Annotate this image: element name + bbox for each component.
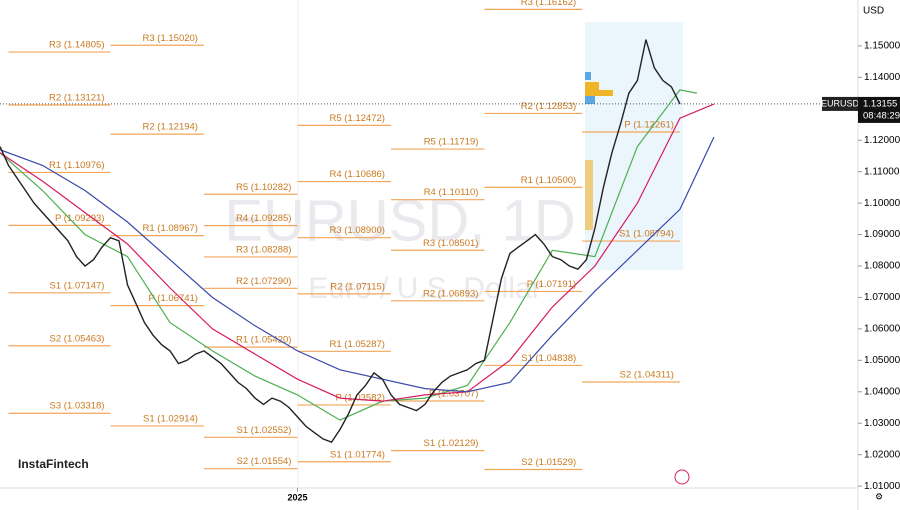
icon — [674, 469, 690, 485]
pivot-label: S2 (1.05463) — [50, 333, 105, 344]
y-tick-label: 1.12000 — [864, 135, 900, 146]
y-tick-label: 1.04000 — [864, 386, 900, 397]
pivot-label: R4 (1.09285) — [236, 213, 291, 224]
y-tick-label: 1.11000 — [864, 166, 900, 177]
pivot-label: P (1.12261) — [624, 120, 673, 131]
pivot-label: S2 (1.04311) — [620, 370, 674, 381]
pivot-label: R2 (1.13121) — [49, 93, 104, 104]
pivot-label: S1 (1.07147) — [50, 280, 105, 291]
moving-average — [0, 89, 698, 421]
y-tick-label: 1.14000 — [864, 72, 900, 83]
pivot-label: S1 (1.04838) — [521, 353, 576, 364]
y-tick-label: 1.01000 — [864, 481, 900, 492]
pivot-label: R2 (1.12194) — [143, 122, 198, 133]
profile-bar — [585, 90, 613, 96]
y-tick-label: 1.09000 — [864, 229, 900, 240]
pivot-label: R2 (1.06893) — [423, 288, 478, 299]
price-label: 1.13155 — [863, 98, 897, 109]
pivot-label: R3 (1.08288) — [236, 244, 291, 255]
pivot-label: R1 (1.05287) — [330, 339, 385, 350]
pivot-label: R5 (1.12472) — [330, 113, 385, 124]
watermark-subtitle: Euro / U.S. Dollar — [308, 272, 541, 305]
y-tick-label: 1.15000 — [864, 41, 900, 52]
pivot-label: S1 (1.02914) — [143, 413, 198, 424]
logo: InstaFintech — [18, 457, 89, 471]
pivot-label: R2 (1.12853) — [521, 101, 576, 112]
y-tick-label: 1.02000 — [864, 449, 900, 460]
symbol-label: EURUSD — [821, 98, 860, 108]
moving-average — [0, 136, 715, 393]
y-tick-label: 1.07000 — [864, 292, 900, 303]
pivot-label: R1 (1.05420) — [236, 335, 291, 346]
pivot-label: P (1.09293) — [55, 213, 104, 224]
pivot-label: R2 (1.07115) — [330, 281, 385, 292]
pivot-label: S1 (1.01774) — [330, 449, 385, 460]
pivot-label: R3 (1.15020) — [143, 33, 198, 44]
pivot-label: R4 (1.10686) — [330, 169, 385, 180]
pivot-label: R3 (1.16162) — [521, 0, 576, 8]
y-tick-label: 1.08000 — [864, 261, 900, 272]
countdown-label: 08:48:29 — [863, 110, 900, 121]
profile-bar — [585, 160, 593, 230]
y-tick-label: 1.03000 — [864, 418, 900, 429]
pivot-label: S1 (1.02129) — [424, 438, 479, 449]
pivot-label: R4 (1.10110) — [424, 187, 479, 198]
volume-profile — [585, 72, 613, 230]
settings-icon: ⚙ — [875, 491, 883, 501]
pivot-label: P (1.06741) — [148, 293, 197, 304]
pivot-label: S1 (1.08794) — [619, 229, 674, 240]
pivot-label: R5 (1.10282) — [236, 182, 291, 193]
pivot-label: R3 (1.08900) — [330, 225, 385, 236]
pivot-label: R1 (1.08967) — [143, 223, 198, 234]
pivot-label: S1 (1.02552) — [237, 425, 292, 436]
pivot-label: R1 (1.10976) — [49, 160, 104, 171]
profile-bar — [585, 82, 599, 90]
currency: USD — [863, 6, 884, 17]
logo-box — [10, 448, 88, 482]
y-tick-label: 1.06000 — [864, 324, 900, 335]
pivot-label: S3 (1.03318) — [50, 401, 105, 412]
y-tick-label: 1.10000 — [864, 198, 900, 209]
moving-average — [0, 103, 715, 402]
pivot-label: P (1.07191) — [527, 279, 576, 290]
projection-box — [585, 22, 683, 270]
pivot-label: S2 (1.01554) — [237, 456, 292, 467]
pivot-label: S2 (1.01529) — [521, 457, 576, 468]
profile-bar — [585, 72, 591, 80]
pivot-label: R2 (1.07290) — [236, 276, 291, 287]
pivot-label: R5 (1.11719) — [424, 137, 479, 148]
x-tick-label: 2025 — [287, 492, 307, 502]
y-tick-label: 1.05000 — [864, 355, 900, 366]
x-axis-strip — [0, 488, 900, 510]
symbol-badge — [822, 96, 858, 111]
price-badge — [858, 96, 900, 123]
pivot-label: R3 (1.14805) — [49, 40, 104, 51]
pivot-label: P (1.03582) — [335, 392, 384, 403]
pivot-label: R1 (1.10500) — [521, 175, 576, 186]
profile-bar — [585, 96, 595, 104]
pivot-label: P (1.03707) — [429, 389, 478, 400]
pivot-label: R3 (1.08501) — [423, 238, 478, 249]
price-line — [0, 39, 681, 443]
